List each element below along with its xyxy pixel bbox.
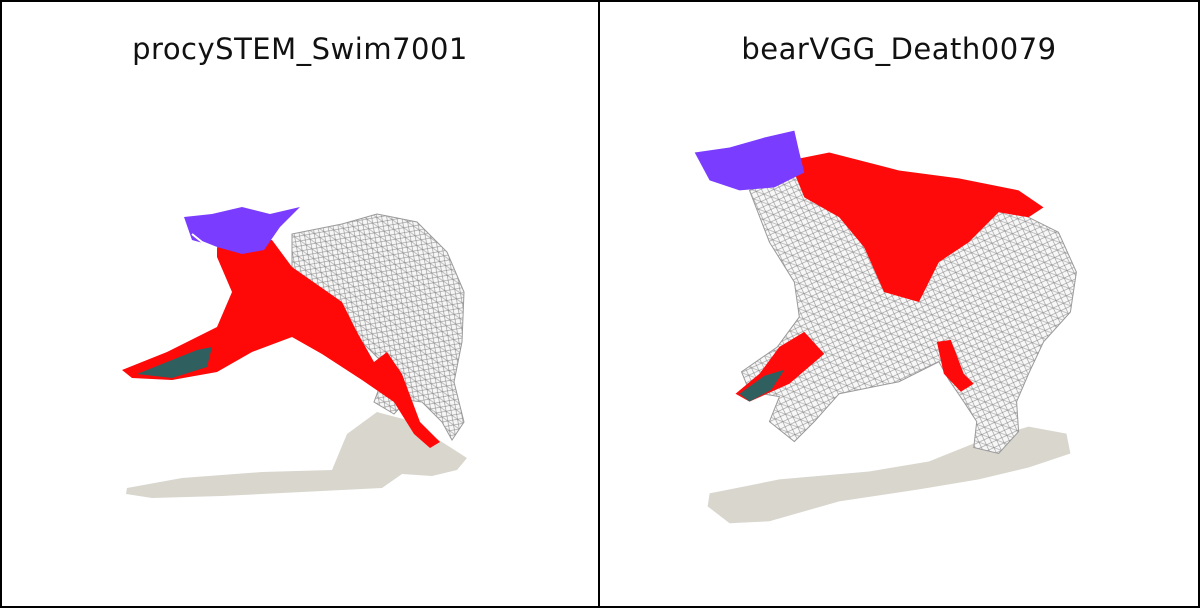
- shadow: [126, 412, 467, 498]
- render-right: [694, 130, 1077, 524]
- wireframe-body: [291, 213, 465, 441]
- wireframe-body: [740, 171, 1077, 455]
- blue-head: [184, 207, 300, 254]
- teal-shade: [137, 347, 212, 378]
- render-left: [122, 207, 467, 498]
- panel-title: procySTEM_Swim7001: [132, 32, 468, 66]
- red-back: [789, 152, 1044, 303]
- shadow: [707, 426, 1071, 524]
- panel-right: bearVGG_Death0079: [600, 0, 1200, 608]
- red-body: [122, 237, 440, 448]
- teal-shade: [739, 369, 785, 402]
- blue-head: [694, 130, 805, 191]
- panel-title: bearVGG_Death0079: [741, 32, 1057, 66]
- red-leg-rear: [936, 339, 974, 392]
- panel-left: procySTEM_Swim7001: [0, 0, 600, 608]
